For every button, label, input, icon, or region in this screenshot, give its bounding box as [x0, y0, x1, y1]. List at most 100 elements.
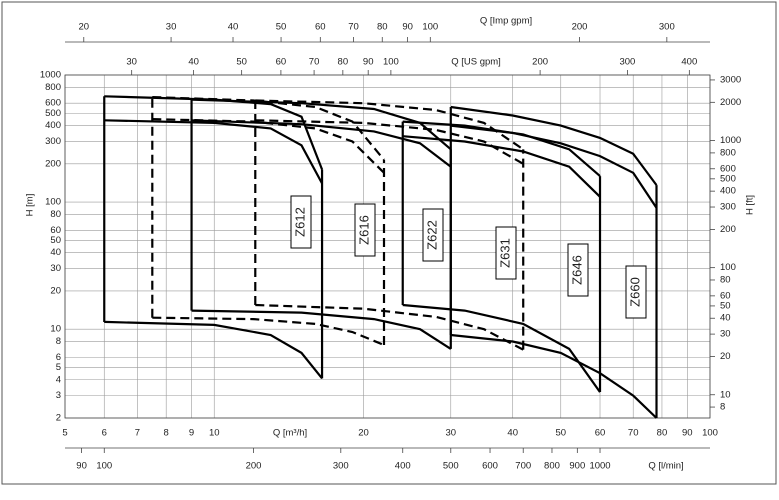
x2-tick-label: 80 [338, 57, 349, 68]
y-tick-label: 500 [45, 108, 61, 119]
model-box [495, 226, 517, 280]
y-tick-label: 3 [56, 390, 61, 401]
curve-middle [152, 118, 385, 174]
x3-tick-label: 20 [78, 22, 89, 33]
model-box [354, 203, 376, 257]
y-tick-label: 4 [56, 374, 61, 385]
x3-tick-label: 40 [228, 22, 239, 33]
plot-border [64, 74, 711, 419]
y2-tick-label: 500 [720, 173, 736, 184]
model-box [422, 208, 444, 262]
y2-tick-label: 10 [720, 389, 731, 400]
y-tick-label: 2 [56, 413, 61, 424]
model-box [290, 195, 312, 249]
y-tick-label: 100 [45, 197, 61, 208]
curve-lower [402, 303, 601, 393]
curve-lower [104, 320, 323, 380]
y-tick-label: 10 [50, 324, 61, 335]
x3-tick-label: 70 [348, 22, 359, 33]
x2-tick-label: 90 [363, 57, 374, 68]
y2-tick-label: 600 [720, 163, 736, 174]
model-label: Z616 [356, 215, 371, 245]
y2-tick-label: 60 [720, 290, 731, 301]
y2-tick-label: 300 [720, 202, 736, 213]
x-tick-label: 20 [358, 428, 369, 439]
x-tick-label: 30 [445, 428, 456, 439]
x-tick-label: 60 [595, 428, 606, 439]
curve-middle [255, 119, 524, 165]
x2-tick-label: 60 [276, 57, 287, 68]
curve-lower [450, 333, 658, 419]
y-tick-label: 6 [56, 352, 61, 363]
x4-tick-label: 1000 [589, 461, 610, 472]
y2-tick-label: 50 [720, 300, 731, 311]
x4-axis-title: Q [l/min] [648, 461, 683, 472]
x2-tick-label: 100 [383, 57, 399, 68]
x-tick-label: 80 [657, 428, 668, 439]
y-tick-label: 30 [50, 263, 61, 274]
y2-tick-label: 2000 [720, 97, 741, 108]
y2-tick-label: 80 [720, 274, 731, 285]
x4-tick-label: 500 [443, 461, 459, 472]
y-tick-label: 5 [56, 362, 61, 373]
x4-tick-label: 90 [76, 461, 87, 472]
y-tick-label: 80 [50, 209, 61, 220]
x3-tick-label: 60 [315, 22, 326, 33]
y-tick-label: 40 [50, 247, 61, 258]
y2-tick-label: 1000 [720, 135, 741, 146]
x2-tick-label: 40 [188, 57, 199, 68]
y2-tick-label: 8 [720, 402, 725, 413]
x2-tick-label: 200 [532, 57, 548, 68]
x3-tick-label: 300 [659, 22, 675, 33]
x-tick-label: 100 [702, 428, 718, 439]
curve-middle [450, 124, 658, 209]
curve-lower [255, 303, 524, 351]
x4-tick-label: 300 [333, 461, 349, 472]
y-axis-title: H [m] [25, 194, 36, 217]
x3-tick-label: 30 [166, 22, 177, 33]
x3-tick-label: 90 [402, 22, 413, 33]
curve-upper [450, 105, 658, 186]
x3-tick-label: 80 [377, 22, 388, 33]
y-tick-label: 300 [45, 136, 61, 147]
y2-tick-label: 100 [720, 262, 736, 273]
x2-tick-label: 400 [681, 57, 697, 68]
x-tick-label: 90 [682, 428, 693, 439]
x-tick-label: 10 [209, 428, 220, 439]
x4-tick-label: 800 [544, 461, 560, 472]
x-tick-label: 8 [164, 428, 169, 439]
curve-middle [191, 119, 452, 168]
x2-axis-title: Q [US gpm] [451, 57, 501, 68]
x2-tick-label: 70 [309, 57, 320, 68]
x-tick-label: 6 [102, 428, 107, 439]
y2-tick-label: 200 [720, 224, 736, 235]
x3-tick-label: 100 [422, 22, 438, 33]
curve-lower [152, 316, 385, 347]
curve-upper [191, 98, 452, 151]
x4-tick-label: 900 [569, 461, 585, 472]
x-tick-label: 9 [189, 428, 194, 439]
y2-tick-label: 20 [720, 351, 731, 362]
x4-tick-label: 700 [515, 461, 531, 472]
x4-tick-label: 400 [395, 461, 411, 472]
y-tick-label: 800 [45, 82, 61, 93]
y-tick-label: 400 [45, 120, 61, 131]
x2-tick-label: 30 [126, 57, 137, 68]
model-box [625, 265, 647, 319]
y2-axis-title: H [ft] [745, 195, 756, 215]
model-label: Z622 [424, 220, 439, 250]
curve-middle [104, 119, 324, 185]
x-axis-title: Q [m³/h] [273, 428, 307, 439]
model-label: Z660 [627, 277, 642, 307]
x4-tick-label: 200 [246, 461, 262, 472]
curve-upper [104, 95, 324, 170]
labels: 5 6 7 8 9 10 20 30 40 50 60 70 80 90 10023456810203040… [25, 16, 756, 472]
y2-tick-label: 400 [720, 186, 736, 197]
curve-middle [402, 135, 601, 198]
model-label: Z612 [292, 207, 307, 237]
y2-tick-label: 800 [720, 147, 736, 158]
grid [64, 37, 715, 453]
x-tick-label: 5 [62, 428, 67, 439]
curves [103, 95, 658, 419]
